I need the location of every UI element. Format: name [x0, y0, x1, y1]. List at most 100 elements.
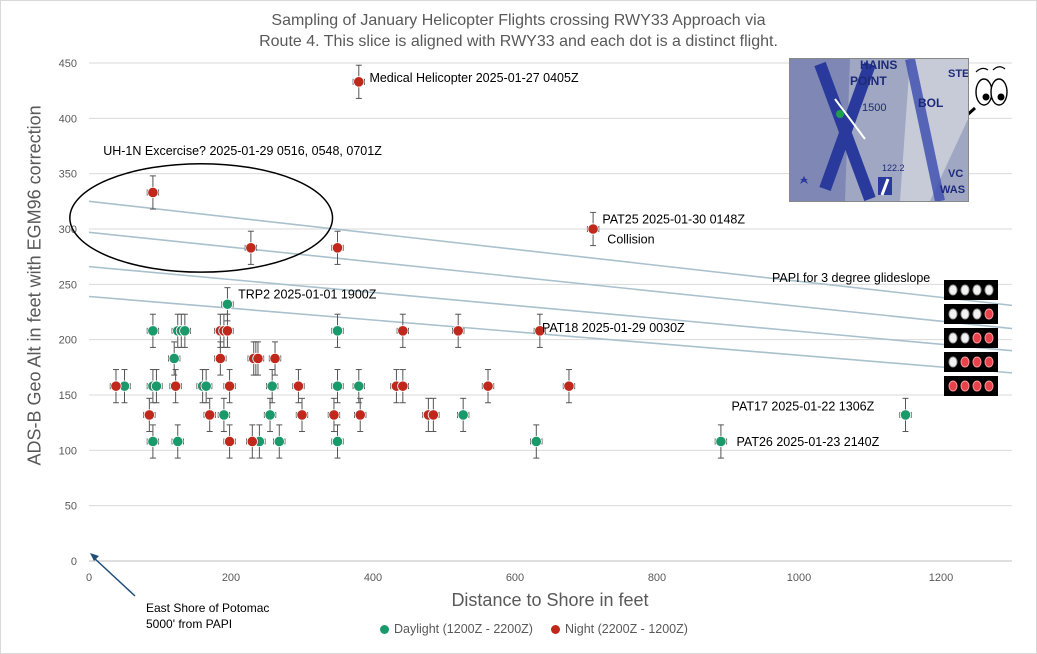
night-dot	[147, 186, 159, 199]
origin-arrowhead	[90, 553, 99, 561]
y-tick-label: 400	[59, 113, 77, 125]
daylight-flight-point	[352, 369, 365, 404]
night-flight-point	[295, 397, 309, 433]
papi-light-red	[984, 308, 994, 320]
chart-annotation: UH-1N Excercise? 2025-01-29 0516, 0548, …	[103, 144, 382, 158]
daylight-flight-point	[171, 424, 184, 459]
daylight-flight-point	[266, 369, 279, 404]
night-flight-point	[223, 369, 236, 404]
night-flight-point	[244, 230, 258, 265]
papi-row	[944, 352, 998, 372]
chart-annotation: PAT25 2025-01-30 0148Z	[602, 212, 745, 226]
night-dot	[223, 380, 236, 392]
night-dot	[170, 380, 182, 392]
daylight-dot	[353, 380, 365, 392]
night-dot	[354, 409, 366, 421]
night-dot	[353, 76, 365, 88]
x-tick-label: 800	[648, 572, 666, 584]
daylight-dot	[179, 325, 191, 337]
origin-note: East Shore of Potomac 5000' from PAPI	[146, 600, 269, 632]
night-dot	[452, 325, 464, 337]
daylight-dot	[331, 380, 344, 392]
papi-light-red	[984, 380, 994, 392]
cartoon-pupil-right	[997, 93, 1005, 101]
x-axis-label: Distance to Shore in feet	[451, 590, 649, 610]
daylight-flight-point	[331, 313, 344, 348]
papi-box	[944, 280, 998, 300]
daylight-dot	[899, 409, 912, 421]
inset-label-was: WAS	[940, 184, 965, 196]
night-dot	[331, 242, 344, 254]
x-tick-label: 600	[506, 572, 524, 584]
papi-light-white	[948, 284, 958, 296]
legend-item-night: Night (2200Z - 1200Z)	[550, 622, 688, 636]
legend-daylight-label: Daylight (1200Z - 2200Z)	[394, 622, 533, 636]
chart-annotation: PAPI for 3 degree glideslope	[772, 271, 930, 285]
night-flight-point	[251, 341, 265, 376]
y-tick-label: 200	[59, 335, 77, 347]
night-dot	[397, 325, 409, 337]
night-dot	[143, 409, 155, 421]
papi-box	[944, 352, 998, 372]
night-dot	[397, 380, 409, 392]
daylight-flight-point	[331, 424, 344, 459]
night-dot	[110, 380, 122, 392]
papi-light-white	[984, 284, 994, 296]
daylight-dot	[264, 409, 276, 421]
papi-light-white	[972, 308, 982, 320]
night-dot	[214, 352, 226, 365]
x-tick-label: 1000	[787, 572, 811, 584]
night-dot	[328, 409, 340, 421]
papi-light-white	[948, 356, 958, 368]
chart-annotation: PAT17 2025-01-22 1306Z	[732, 399, 875, 413]
daylight-dot	[715, 435, 727, 448]
y-tick-label: 250	[59, 279, 77, 291]
papi-light-red	[972, 380, 982, 392]
night-dot	[269, 352, 281, 365]
inset-label-hains: HAINS	[860, 59, 897, 72]
cartoon-brow-left	[975, 67, 989, 73]
daylight-flight-point	[530, 424, 543, 459]
papi-light-red	[960, 380, 970, 392]
legend: Daylight (1200Z - 2200Z) Night (2200Z - …	[380, 622, 740, 636]
x-tick-label: 0	[86, 572, 92, 584]
y-tick-label: 150	[59, 390, 77, 402]
inset-label-bol: BOL	[918, 96, 943, 110]
night-flight-point	[143, 397, 156, 433]
daylight-flight-point	[150, 369, 163, 404]
night-flight-point	[586, 211, 600, 247]
inset-map-drawing: HAINS POINT 1500 BOL STE VC WAS 122.2	[790, 59, 968, 201]
papi-light-red	[948, 380, 958, 392]
night-flight-point	[327, 397, 341, 433]
legend-item-daylight: Daylight (1200Z - 2200Z)	[380, 622, 533, 636]
daylight-flight-point	[714, 424, 728, 459]
papi-row	[944, 304, 998, 324]
papi-light-red	[972, 356, 982, 368]
papi-row	[944, 280, 998, 300]
papi-light-white	[972, 284, 982, 296]
x-tick-label: 200	[222, 572, 240, 584]
x-tick-label: 400	[364, 572, 382, 584]
daylight-flight-point	[217, 397, 231, 433]
night-dot	[245, 242, 257, 254]
chart-annotation: PAT26 2025-01-23 2140Z	[737, 435, 880, 449]
glideslope-line	[88, 231, 1013, 330]
night-flight-point	[352, 64, 365, 99]
daylight-dot	[200, 380, 212, 392]
y-tick-label: 300	[59, 224, 77, 236]
night-flight-point	[396, 369, 409, 404]
papi-light-white	[960, 284, 970, 296]
night-flight-point	[562, 369, 576, 404]
chart-annotation: Medical Helicopter 2025-01-27 0405Z	[369, 71, 579, 85]
chart-annotation: Collision	[607, 232, 654, 246]
papi-light-white	[960, 332, 970, 344]
origin-arrow	[92, 556, 136, 597]
papi-light-white	[948, 332, 958, 344]
y-tick-label: 450	[59, 58, 77, 70]
chart-annotation: TRP2 2025-01-01 1900Z	[238, 288, 377, 302]
daylight-flight-point	[899, 397, 912, 433]
chart-title-line-2: Route 4. This slice is aligned with RWY3…	[259, 33, 778, 50]
daylight-dot	[331, 325, 344, 337]
papi-light-red	[972, 332, 982, 344]
y-tick-label: 0	[71, 556, 77, 568]
